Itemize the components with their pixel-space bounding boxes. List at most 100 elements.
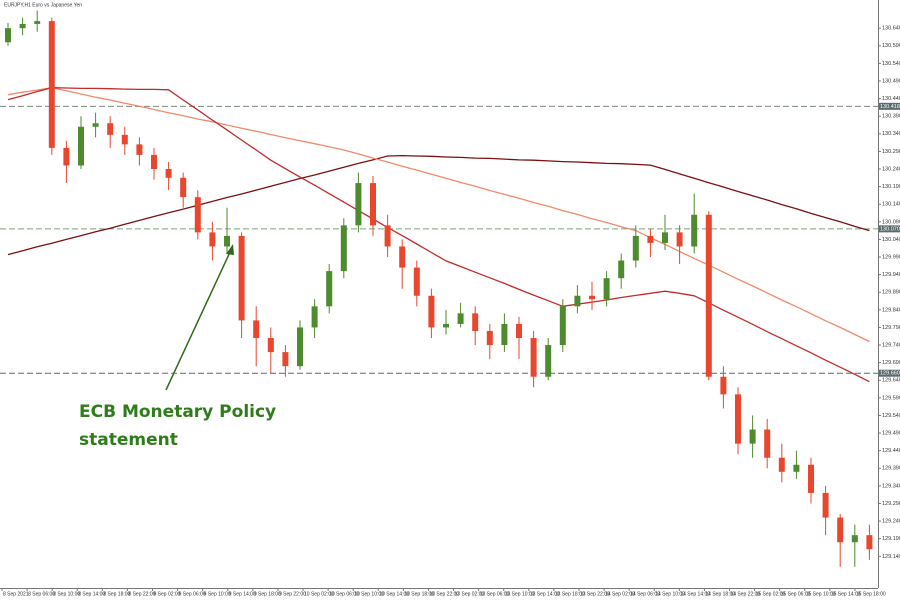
candle-body — [749, 429, 756, 444]
candle-body — [78, 126, 84, 166]
candle-body — [501, 323, 508, 346]
y-tick-label: 130.140 — [882, 202, 900, 208]
x-tick-label: 9 Sep 14:00 — [229, 591, 256, 597]
y-tick-label: 129.840 — [882, 307, 900, 313]
x-tick-label: 10 Sep 14:00 — [379, 591, 409, 597]
candle-body — [19, 23, 26, 29]
price-level-box — [879, 369, 900, 377]
x-tick-label: 13 Sep 22:00 — [580, 591, 610, 597]
y-tick-label: 130.540 — [882, 61, 900, 67]
annotation-arrow — [165, 249, 232, 391]
candle-body — [457, 313, 464, 324]
x-tick-label: 14 Sep 22:00 — [730, 591, 760, 597]
x-tick-label: 15 Sep 18:00 — [856, 591, 886, 597]
x-tick-label: 13 Sep 02:00 — [455, 591, 485, 597]
y-tick-label: 130.190 — [882, 184, 900, 190]
candle-body — [151, 154, 157, 170]
candle-body — [705, 214, 712, 377]
candle-body — [530, 338, 537, 377]
candle-body — [92, 123, 99, 127]
candle-body — [589, 295, 595, 300]
x-tick-label: 9 Sep 22:00 — [279, 591, 306, 597]
x-tick-label: 13 Sep 06:00 — [480, 591, 510, 597]
candle-body — [107, 123, 114, 135]
candle-body — [194, 197, 201, 233]
x-tick-label: 8 Sep 2021 — [3, 591, 29, 597]
candle-body — [326, 271, 333, 307]
candle-body — [793, 464, 800, 472]
moving-average — [7, 87, 870, 343]
x-tick-label: 8 Sep 22:00 — [128, 591, 155, 597]
candle-body — [735, 394, 741, 444]
x-tick-label: 8 Sep 06:00 — [28, 591, 55, 597]
y-tick-label: 129.240 — [882, 519, 900, 525]
y-tick-label: 129.190 — [882, 536, 900, 542]
candle-body — [355, 183, 362, 226]
candle-body — [238, 235, 245, 321]
candle-body — [851, 535, 858, 543]
candle-body — [662, 232, 668, 243]
candle-body — [136, 144, 143, 155]
y-tick-label: 129.490 — [882, 431, 900, 437]
y-tick-label: 129.740 — [882, 343, 900, 349]
x-tick-label: 13 Sep 18:00 — [555, 591, 585, 597]
y-tick-label: 130.040 — [882, 237, 900, 243]
y-tick-label: 130.590 — [882, 43, 900, 49]
y-tick-label: 129.390 — [882, 466, 900, 472]
y-tick-label: 129.640 — [882, 378, 900, 384]
x-tick-label: 9 Sep 18:00 — [254, 591, 281, 597]
candle-body — [632, 235, 639, 261]
candle-body — [603, 278, 610, 300]
y-tick-label: 130.640 — [882, 26, 900, 32]
x-tick-label: 10 Sep 18:00 — [404, 591, 434, 597]
candle-body — [545, 345, 552, 377]
y-tick-label: 129.440 — [882, 448, 900, 454]
x-tick-label: 15 Sep 10:00 — [806, 591, 836, 597]
candle-body — [837, 517, 844, 543]
y-tick-label: 129.340 — [882, 483, 900, 489]
x-tick-label: 13 Sep 10:00 — [505, 591, 535, 597]
candle-body — [428, 295, 435, 328]
price-level-label: 130.070 — [880, 226, 900, 232]
candle-body — [822, 492, 829, 518]
candle-body — [778, 457, 785, 472]
y-tick-label: 130.440 — [882, 96, 900, 102]
candle-body — [486, 330, 493, 346]
annotation-line: ECB Monetary Policy — [79, 402, 276, 422]
candle-body — [559, 306, 566, 346]
candle-body — [413, 267, 420, 296]
x-tick-label: 14 Sep 02:00 — [605, 591, 635, 597]
annotation-line: statement — [79, 430, 178, 450]
y-tick-label: 129.790 — [882, 325, 900, 331]
x-tick-label: 14 Sep 14:00 — [680, 591, 710, 597]
y-tick-label: 129.290 — [882, 501, 900, 507]
price-level-box — [879, 225, 900, 233]
x-tick-label: 15 Sep 02:00 — [756, 591, 786, 597]
candle-body — [34, 21, 41, 24]
x-tick-label: 8 Sep 10:00 — [53, 591, 80, 597]
candle-body — [720, 376, 727, 395]
x-tick-label: 10 Sep 10:00 — [354, 591, 384, 597]
x-tick-label: 9 Sep 06:00 — [179, 591, 206, 597]
candle-body — [267, 338, 274, 353]
candle-body — [5, 28, 11, 43]
y-tick-label: 130.340 — [882, 131, 900, 137]
chart-title: EURJPY,H1 Euro vs Japanese Yen — [4, 2, 82, 8]
x-tick-label: 13 Sep 14:00 — [530, 591, 560, 597]
candle-body — [165, 169, 172, 178]
y-tick-label: 129.590 — [882, 395, 900, 401]
y-tick-label: 130.490 — [882, 78, 900, 84]
y-tick-label: 130.090 — [882, 219, 900, 225]
x-tick-label: 9 Sep 02:00 — [154, 591, 181, 597]
candle-body — [370, 183, 376, 226]
candle-body — [399, 246, 406, 268]
candle-body — [48, 21, 55, 148]
x-tick-label: 9 Sep 10:00 — [204, 591, 231, 597]
candle-body — [384, 225, 391, 247]
candle-body — [297, 327, 303, 367]
y-tick-label: 129.940 — [882, 272, 900, 278]
price-level-box — [879, 102, 900, 110]
annotation-arrowhead — [226, 244, 234, 255]
candle-body — [121, 134, 128, 145]
